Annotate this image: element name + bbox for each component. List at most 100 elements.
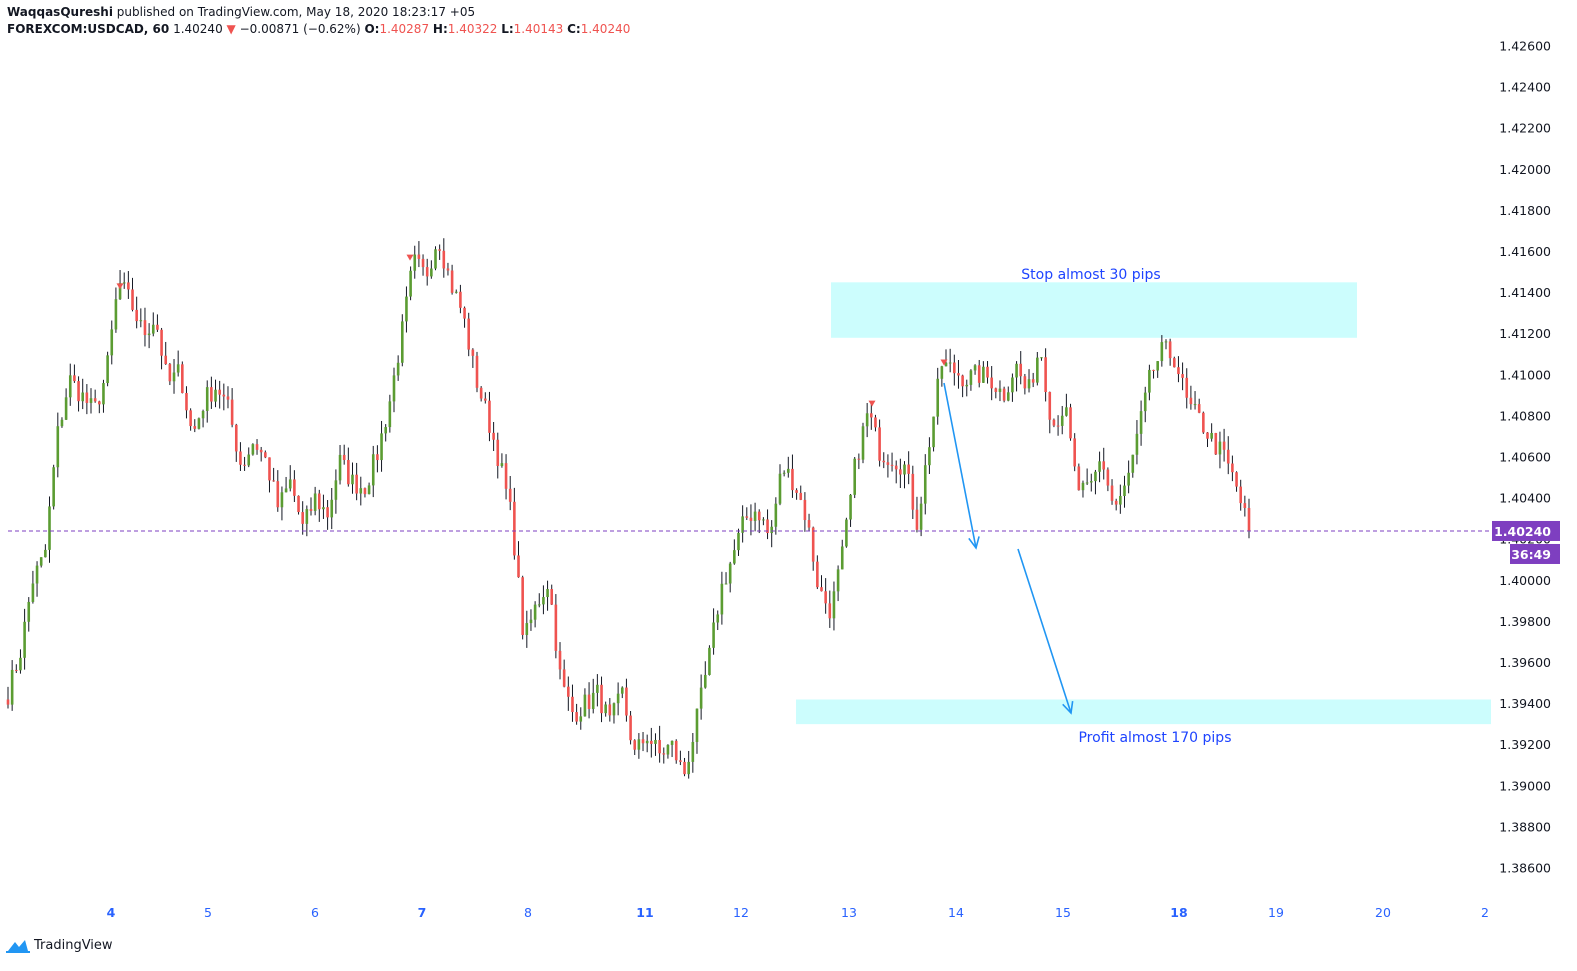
candle-body [189, 410, 192, 427]
candle-body [488, 400, 491, 433]
candle-body [712, 622, 715, 648]
candle-body [131, 289, 134, 310]
candle-body [371, 454, 375, 486]
candle-body [417, 254, 421, 259]
candle-body [1127, 472, 1130, 486]
candle-body [430, 268, 433, 277]
candle [820, 575, 823, 592]
candle [953, 354, 956, 386]
candle [114, 287, 118, 333]
candle-body [874, 417, 877, 428]
price-tick-label: 1.38800 [1499, 819, 1551, 834]
candle-body [994, 388, 998, 392]
tradingview-cloud-icon [6, 940, 30, 953]
candle [542, 585, 545, 615]
candle-body [662, 753, 666, 755]
date-tick-label: 7 [418, 905, 427, 920]
candle [1089, 473, 1093, 492]
candle-body [6, 699, 10, 705]
candle [1123, 475, 1126, 508]
candle-body [471, 349, 475, 356]
date-tick-label: 18 [1170, 905, 1187, 920]
candle [691, 732, 695, 773]
candle-body [475, 355, 479, 388]
candle-body [73, 375, 76, 382]
tradingview-logo[interactable]: TradingView [6, 937, 113, 953]
author-name[interactable]: WaqqasQureshi [7, 5, 113, 19]
open-value: 1.40287 [379, 22, 430, 36]
publish-info: WaqqasQureshi published on TradingView.c… [7, 4, 630, 21]
candle-body [1077, 466, 1081, 491]
candle-body [1206, 432, 1209, 439]
candle [733, 539, 736, 565]
candle [662, 747, 666, 764]
candle-body [1226, 449, 1230, 464]
candle [380, 420, 383, 472]
price-tick-label: 1.42400 [1499, 80, 1551, 95]
stop-label: Stop almost 30 pips [1021, 267, 1160, 283]
candle [1193, 391, 1197, 410]
candle-body [1143, 392, 1147, 412]
candle [600, 676, 603, 723]
candle-body [19, 657, 22, 671]
candle-body [840, 546, 844, 570]
candle [857, 453, 861, 470]
candle-body [878, 427, 881, 461]
candle-body [620, 687, 624, 694]
candle [1114, 498, 1118, 511]
candle-body [554, 604, 558, 651]
candle-body [135, 309, 138, 322]
candle-body [820, 587, 823, 592]
date-tick-label: 20 [1375, 905, 1391, 920]
candle [243, 456, 246, 471]
candle-body [957, 373, 960, 376]
candle-body [342, 454, 346, 460]
candle-body [886, 462, 890, 465]
candle [816, 555, 819, 590]
candle-body [160, 329, 163, 356]
candle [313, 486, 317, 516]
candle-body [803, 499, 807, 521]
candle-body [591, 692, 595, 709]
candle-body [1081, 482, 1085, 491]
candle [1239, 479, 1242, 511]
candle [596, 674, 599, 707]
candle-body [1036, 357, 1039, 383]
candle [367, 482, 371, 495]
candle-body [513, 501, 516, 556]
candle [425, 258, 429, 286]
candle [484, 392, 487, 404]
candle [98, 400, 101, 414]
candle-body [791, 468, 794, 491]
candle [384, 424, 387, 442]
candle-body [828, 603, 832, 619]
candle-body [313, 493, 317, 511]
candle [894, 460, 898, 484]
candle-body [770, 526, 773, 534]
candle [359, 476, 363, 506]
candle [214, 379, 217, 408]
candle [1027, 369, 1031, 393]
candle [525, 610, 529, 648]
candle-body [434, 249, 437, 269]
candle [64, 388, 68, 420]
candle-body [326, 507, 329, 518]
date-tick-label: 15 [1055, 905, 1071, 920]
candle [699, 674, 703, 720]
candle-body [1231, 463, 1234, 473]
candle-body [824, 591, 827, 604]
candle-body [857, 458, 861, 460]
candle [529, 609, 533, 631]
candle-body [172, 372, 176, 382]
candle [326, 500, 329, 530]
candle [1143, 386, 1147, 423]
candle [1040, 357, 1043, 361]
time-axis[interactable]: 4 5 6 7 8 11 12 13 14 15 18 19 20 2 [107, 905, 1489, 920]
candle [421, 254, 425, 276]
candle-body [683, 761, 686, 775]
candle-body [1189, 397, 1193, 405]
candle [164, 341, 168, 365]
symbol-name[interactable]: FOREXCOM:USDCAD, 60 [7, 22, 170, 36]
price-axis[interactable]: 1.42600 1.42400 1.42200 1.42000 1.41800 1.416… [1499, 39, 1551, 876]
